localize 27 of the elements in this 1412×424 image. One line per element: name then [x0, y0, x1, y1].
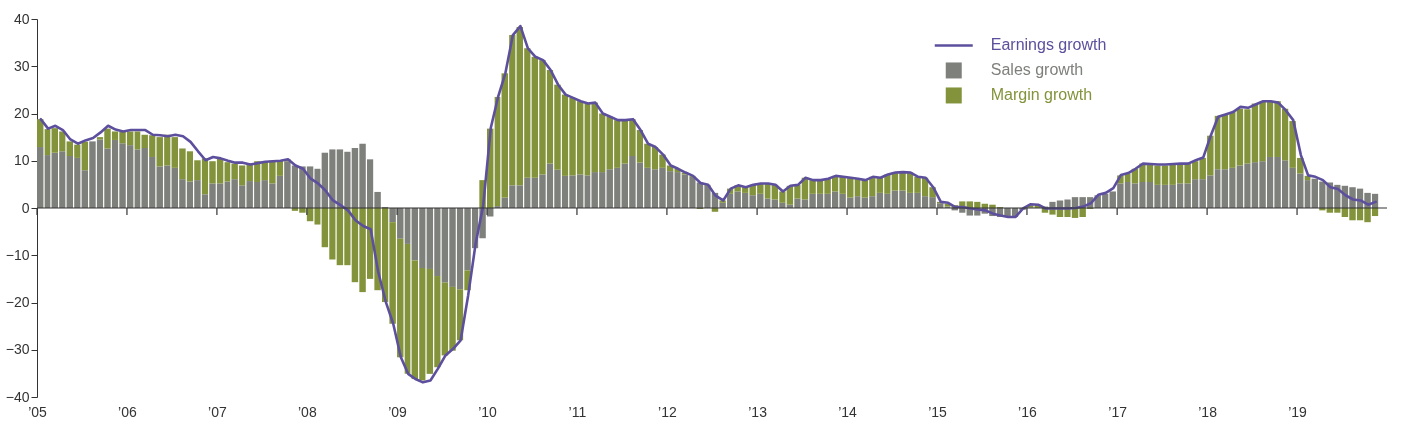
- x-tick-label: ’16: [1018, 403, 1037, 420]
- x-tick-label: ’10: [478, 403, 498, 420]
- x-tick-label: ’12: [658, 403, 677, 420]
- x-tick-label: ’11: [568, 403, 587, 420]
- x-tick-label: ’18: [1198, 403, 1218, 420]
- x-tick-label: ’09: [388, 403, 408, 420]
- x-tick-label: ’13: [748, 403, 768, 420]
- legend-label: Earnings growth: [990, 36, 1107, 54]
- x-tick-label: ’05: [28, 403, 48, 420]
- legend-label: Margin growth: [990, 86, 1093, 104]
- x-tick-label: ’17: [1108, 403, 1128, 420]
- y-tick-label: −20: [5, 294, 30, 310]
- legend-label: Sales growth: [990, 61, 1084, 79]
- x-tick-label: ’06: [118, 403, 137, 420]
- y-tick-label: −40: [5, 388, 30, 405]
- y-tick-label: −30: [5, 341, 30, 358]
- x-tick-label: ’07: [208, 403, 227, 420]
- y-tick-label: 20: [13, 105, 30, 121]
- x-tick-label: ’15: [928, 403, 948, 420]
- y-tick-label: −10: [5, 246, 30, 263]
- y-tick-label: 40: [13, 10, 30, 27]
- y-tick-label: 10: [13, 152, 30, 169]
- y-tick-label: 30: [13, 57, 30, 74]
- x-tick-label: ’08: [298, 403, 317, 420]
- x-tick-label: ’14: [838, 403, 858, 420]
- x-tick-label: ’19: [1288, 403, 1308, 420]
- y-tick-label: 0: [21, 199, 30, 216]
